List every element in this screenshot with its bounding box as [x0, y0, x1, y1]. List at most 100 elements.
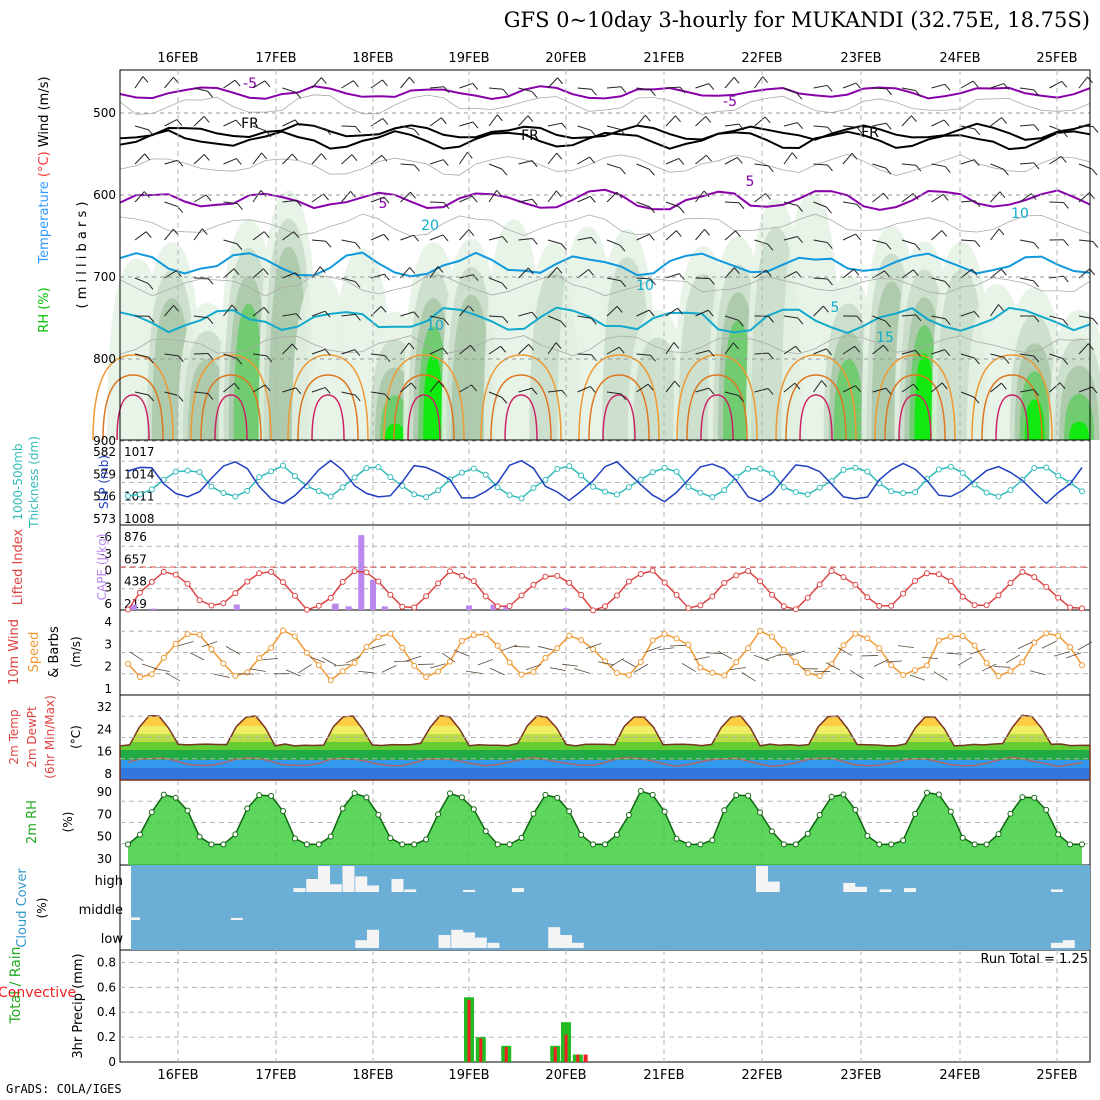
wind-barb: [252, 268, 269, 279]
wind-barb: [488, 236, 508, 243]
wind-speed-line-marker: [363, 643, 370, 650]
wind-barb: [341, 391, 361, 402]
isotherm-label: 10: [636, 278, 654, 294]
axis-tick: 1014: [124, 467, 155, 481]
cape-ylabel: CAPE (J/kg): [95, 534, 109, 601]
temp-contour: [578, 354, 660, 441]
wind-barb: [282, 343, 298, 355]
temp-contour: [480, 354, 562, 441]
wind-barb: [1019, 162, 1040, 170]
wind-speed-line-marker: [554, 645, 561, 652]
wind-speed-line-marker: [721, 672, 728, 679]
day-label-top: 22FEB: [741, 51, 782, 66]
wind-speed-line-marker: [804, 669, 811, 676]
lifted-index-line-marker: [721, 579, 728, 586]
isotherm-label: 10: [426, 318, 444, 334]
lifted-index-line-marker: [661, 579, 668, 586]
lifted-index-line-marker: [804, 594, 811, 601]
wind-barb: [400, 125, 420, 136]
wind-speed-line-marker: [1019, 659, 1026, 666]
lifted-index-line-marker: [351, 568, 358, 575]
surface-wind-barb: [297, 664, 312, 674]
wind-barb: [990, 163, 1009, 176]
surface-wind-barb: [969, 648, 986, 655]
wind-barb: [370, 196, 390, 204]
wind-barb: [459, 384, 477, 393]
lifted-index-line-marker: [685, 605, 692, 612]
wind-barb: [606, 239, 626, 252]
temp-line: [119, 714, 1091, 781]
precip-ylabel-total: Total / Rain: [8, 946, 24, 1024]
thickness-ylabel-1: 1000-500mb: [11, 443, 25, 520]
wind-barb: [193, 391, 214, 400]
wind-barb: [282, 199, 302, 207]
wind-barb: [901, 269, 919, 279]
cloud-low-bar: [560, 935, 572, 948]
wind-ylabel-3: & Barbs: [47, 626, 62, 678]
rh-line-marker: [530, 810, 537, 817]
wind-barb: [252, 306, 270, 317]
temp-contour: [898, 394, 932, 441]
rh-line-marker: [959, 834, 966, 841]
lifted-index-line-marker: [733, 572, 740, 579]
rh-line-marker: [995, 831, 1002, 838]
surface-wind-barb: [549, 667, 566, 672]
wind-barb: [695, 309, 714, 317]
wind-speed-line-marker: [506, 659, 513, 666]
wind-barb: [400, 311, 420, 319]
temp-band: [120, 715, 1090, 716]
rh-line-marker: [971, 841, 978, 848]
thickness-line-marker: [578, 472, 585, 479]
lifted-index-line-marker: [280, 579, 287, 586]
wind-speed-line-marker: [399, 644, 406, 651]
upper-air-panel: -5 -5 FR FR FR 5 5 10 10 15 20 5 10 500 600 700 800 900: [92, 70, 1100, 448]
wind-barb: [636, 201, 656, 214]
cloud-high-bar: [329, 884, 342, 892]
day-label-top: 18FEB: [352, 51, 393, 66]
rh-line-marker: [1043, 806, 1050, 813]
surface-wind-barb: [705, 652, 722, 655]
precip-conv-bar: [553, 1047, 557, 1062]
cloud-high-bar: [404, 889, 417, 892]
rh-line-marker: [339, 805, 346, 812]
rh-line-marker: [947, 808, 954, 815]
wind-barb: [193, 154, 210, 165]
wind-barb: [311, 387, 331, 394]
wind-barb: [783, 87, 803, 100]
wind-barb: [695, 277, 715, 285]
surface-wind-barb: [741, 672, 756, 682]
thickness-line-marker: [697, 489, 704, 496]
wind-barb: [134, 391, 155, 402]
lifted-index-line-marker: [530, 581, 537, 588]
lifted-index-line-marker: [446, 568, 453, 575]
wind-barb: [724, 342, 739, 355]
surface-wind-barb: [609, 658, 624, 668]
pressure-tick: 800: [93, 352, 116, 366]
surface-wind-barb: [513, 646, 531, 648]
wind-barb: [311, 348, 331, 356]
thickness-line-marker: [721, 487, 728, 494]
surface-wind-barb: [501, 644, 518, 651]
rh-line-marker: [602, 841, 608, 848]
wind-speed-line-marker: [494, 642, 501, 649]
rh-line-marker: [268, 792, 275, 799]
wind-barb: [990, 353, 1010, 364]
surface-wind-barb: [993, 666, 1010, 668]
surface-wind-barb: [213, 673, 230, 678]
wind-speed-line-marker: [935, 637, 942, 644]
wind-barb: [518, 237, 538, 245]
wind-barb: [488, 114, 503, 127]
cloud-mid-bar: [230, 917, 243, 920]
surface-wind-barb: [897, 645, 914, 649]
lifted-index-line-marker: [697, 602, 704, 609]
wind-barb: [842, 268, 860, 279]
rh-line-marker: [542, 791, 549, 798]
surface-wind-barb: [633, 663, 648, 673]
axis-tick: 32: [97, 700, 112, 714]
surface-wind-barb: [309, 656, 326, 664]
surface-wind-barb: [417, 663, 435, 665]
day-label-top: 17FEB: [255, 51, 296, 66]
lifted-index-line-marker: [518, 592, 525, 599]
precip-tick: 0.8: [97, 955, 116, 969]
day-label-bottom: 21FEB: [643, 1068, 684, 1083]
